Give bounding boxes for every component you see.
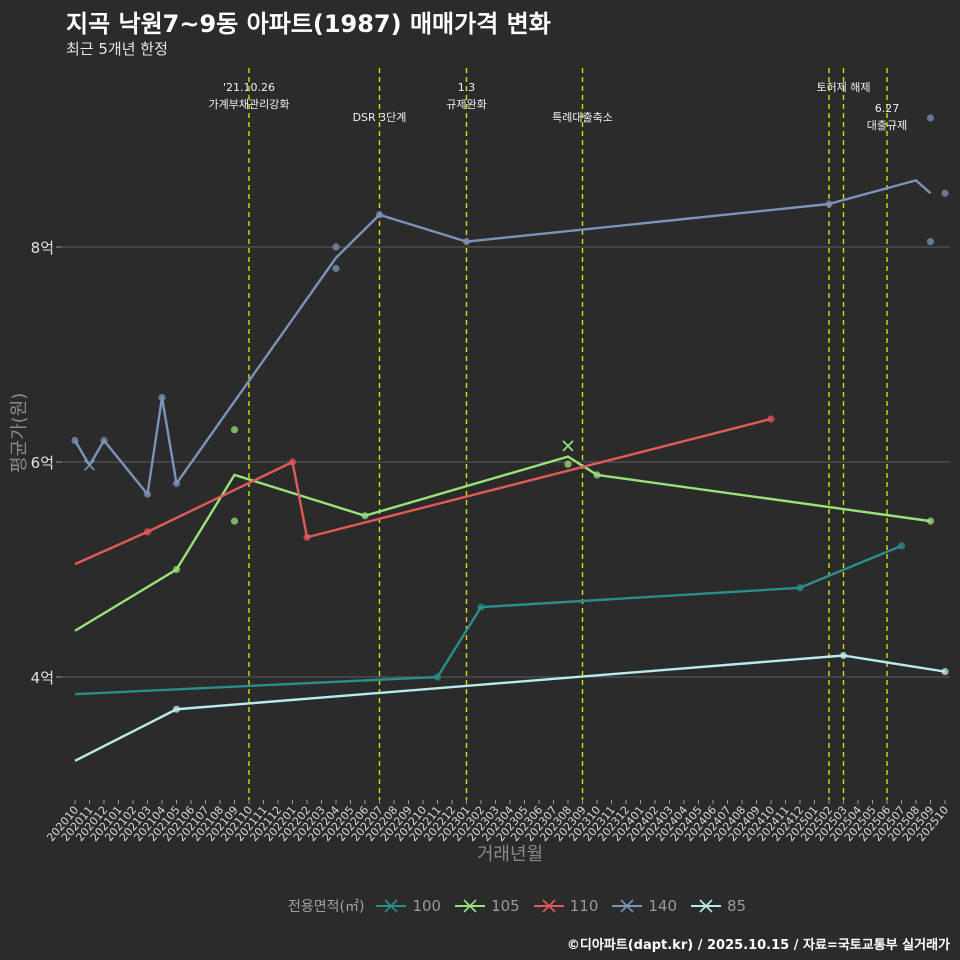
y-tick-label: 4억 (31, 669, 54, 687)
series-line-100 (74, 544, 902, 696)
event-label: 대출규제 (867, 119, 907, 132)
y-tick-label: 8억 (31, 239, 54, 257)
data-point-140 (926, 238, 935, 246)
series-line-85 (74, 654, 946, 762)
data-point-85 (839, 651, 848, 660)
source-caption: ©디아파트(dapt.kr) / 2025.10.15 / 자료=국토교통부 실… (566, 938, 950, 953)
data-point-140 (158, 393, 166, 402)
event-label: DSR 3단계 (353, 111, 407, 124)
data-point-140 (71, 436, 79, 445)
cross-marker-105 (562, 440, 574, 452)
data-point-110 (288, 458, 297, 466)
data-point-105 (593, 471, 601, 479)
legend-key-100 (376, 899, 407, 913)
data-point-140 (825, 200, 833, 208)
data-point-105 (172, 565, 181, 574)
legend-item-85: 85 (689, 896, 746, 916)
legend-title: 전용면적(㎡) (288, 899, 365, 915)
y-axis-label: 평균가(원) (9, 392, 30, 473)
x-axis: 2020102020112020122021012021022021032021… (44, 800, 951, 844)
data-point-110 (767, 415, 775, 423)
data-point-100 (796, 584, 804, 592)
event-label: 가계부채관리강화 (209, 98, 290, 111)
event-label: 토허제 해제 (816, 80, 870, 94)
data-point-100 (477, 603, 485, 611)
data-point-140 (941, 189, 949, 197)
data-point-140 (926, 114, 935, 122)
event-label: '21.10.26 (223, 81, 275, 94)
y-tick-label: 6억 (31, 454, 54, 472)
data-point-85 (941, 668, 949, 676)
x-axis-label: 거래년월 (476, 844, 544, 865)
legend: 전용면적(㎡) 100 105 110 140 85 (288, 896, 758, 916)
legend-key-105 (455, 899, 486, 913)
chart-subtitle: 최근 5개년 한정 (66, 40, 168, 58)
data-point-105 (230, 517, 239, 525)
data-point-140 (172, 479, 181, 488)
legend-items: 100 105 110 140 85 (374, 896, 758, 916)
data-point-110 (303, 533, 311, 541)
data-point-140 (143, 490, 152, 498)
event-label: 규제완화 (446, 98, 486, 111)
data-point-85 (172, 705, 181, 713)
data-point-140 (332, 243, 340, 251)
data-point-105 (926, 517, 935, 525)
data-point-105 (361, 512, 369, 520)
legend-item-140: 140 (610, 896, 677, 916)
legend-item-105: 105 (453, 896, 520, 916)
legend-key-85 (691, 899, 722, 913)
data-point-105 (564, 460, 572, 468)
data-point-140 (462, 238, 471, 246)
legend-key-140 (612, 899, 643, 913)
data-point-110 (143, 528, 152, 536)
data-point-105 (230, 426, 239, 434)
legend-label: 85 (727, 897, 747, 915)
legend-label: 110 (569, 897, 599, 915)
data-point-140 (375, 211, 384, 219)
legend-label: 105 (491, 897, 520, 915)
event-label: 6.27 (875, 102, 900, 115)
data-point-100 (433, 673, 442, 681)
y-axis: 4억 6억 8억 (31, 239, 62, 687)
legend-label: 100 (412, 897, 442, 915)
cross-marker-140 (83, 459, 96, 471)
event-label: 1.3 (458, 81, 476, 94)
legend-item-110: 110 (532, 896, 599, 916)
series-group (71, 114, 949, 762)
legend-item-100: 100 (374, 896, 441, 916)
event-label: 특례대출축소 (552, 111, 613, 124)
legend-label: 140 (648, 897, 678, 915)
data-point-140 (100, 436, 108, 445)
grid-lines (62, 246, 950, 678)
series-line-140 (73, 179, 932, 496)
data-point-100 (897, 542, 906, 550)
chart-title: 지곡 낙원7~9동 아파트(1987) 매매가격 변화 (66, 10, 551, 38)
series-line-110 (74, 417, 772, 566)
data-point-140 (332, 264, 340, 273)
legend-key-110 (533, 899, 564, 913)
